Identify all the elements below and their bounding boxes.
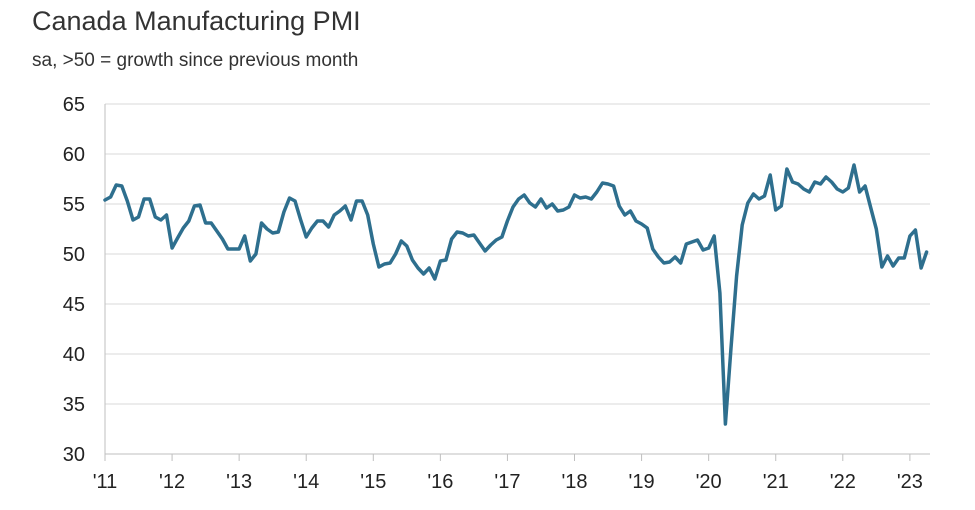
y-tick-label: 30 (63, 444, 85, 466)
y-tick-label: 50 (63, 244, 85, 266)
y-tick-label: 60 (63, 144, 85, 166)
y-tick-label: 45 (63, 294, 85, 316)
x-tick-label: '22 (830, 471, 856, 493)
pmi-series-line (103, 163, 929, 426)
x-tick-label: '18 (561, 471, 587, 493)
y-tick-label: 65 (63, 94, 85, 116)
y-tick-label: 40 (63, 344, 85, 366)
x-tick-label: '13 (226, 471, 252, 493)
chart-subtitle: sa, >50 = growth since previous month (32, 50, 359, 71)
y-tick-label: 35 (63, 394, 85, 416)
x-tick-label: '20 (696, 471, 722, 493)
x-tick-label: '17 (494, 471, 520, 493)
y-tick-label: 55 (63, 194, 85, 216)
chart-title: Canada Manufacturing PMI (32, 6, 361, 36)
x-tick-label: '14 (293, 471, 319, 493)
x-tick-label: '23 (897, 471, 923, 493)
x-tick-label: '15 (360, 471, 386, 493)
x-tick-label: '11 (93, 471, 118, 493)
x-tick-label: '19 (629, 471, 655, 493)
x-tick-label: '16 (427, 471, 453, 493)
x-tick-label: '21 (763, 471, 789, 493)
x-tick-label: '12 (159, 471, 185, 493)
